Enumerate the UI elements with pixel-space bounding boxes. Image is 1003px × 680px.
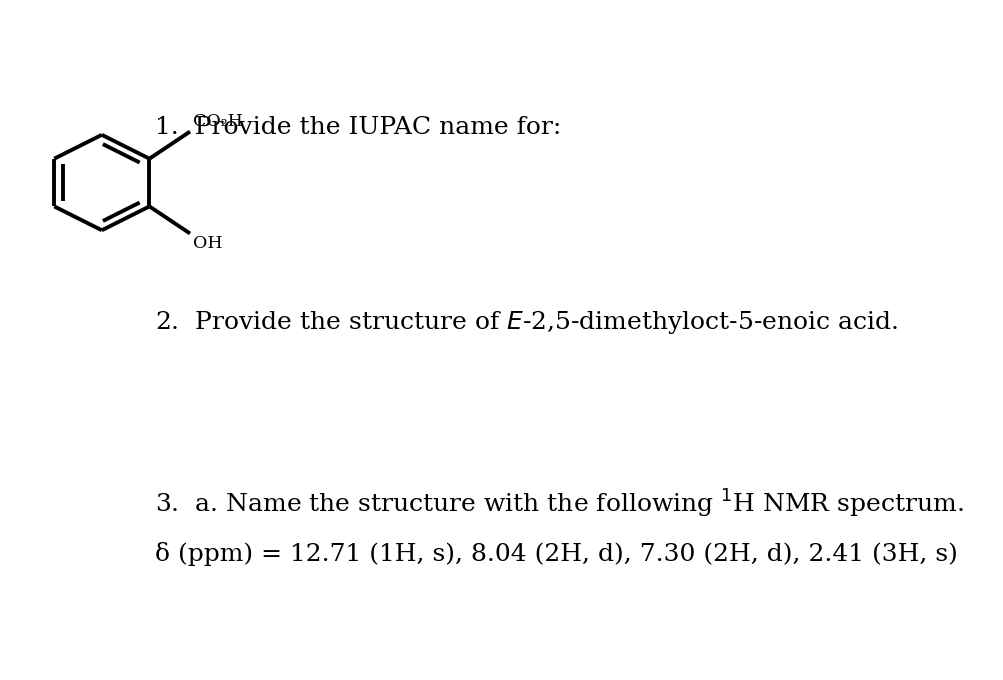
Text: CO₂H: CO₂H bbox=[193, 114, 242, 131]
Text: 1.  Provide the IUPAC name for:: 1. Provide the IUPAC name for: bbox=[154, 116, 561, 139]
Text: δ (ppm) = 12.71 (1H, s), 8.04 (2H, d), 7.30 (2H, d), 2.41 (3H, s): δ (ppm) = 12.71 (1H, s), 8.04 (2H, d), 7… bbox=[154, 543, 957, 566]
Text: OH: OH bbox=[193, 235, 222, 252]
Text: 2.  Provide the structure of $\mathit{E}$-2,5-dimethyloct-5-enoic acid.: 2. Provide the structure of $\mathit{E}$… bbox=[154, 309, 897, 337]
Text: 3.  a. Name the structure with the following $^1$H NMR spectrum.: 3. a. Name the structure with the follow… bbox=[154, 488, 963, 520]
